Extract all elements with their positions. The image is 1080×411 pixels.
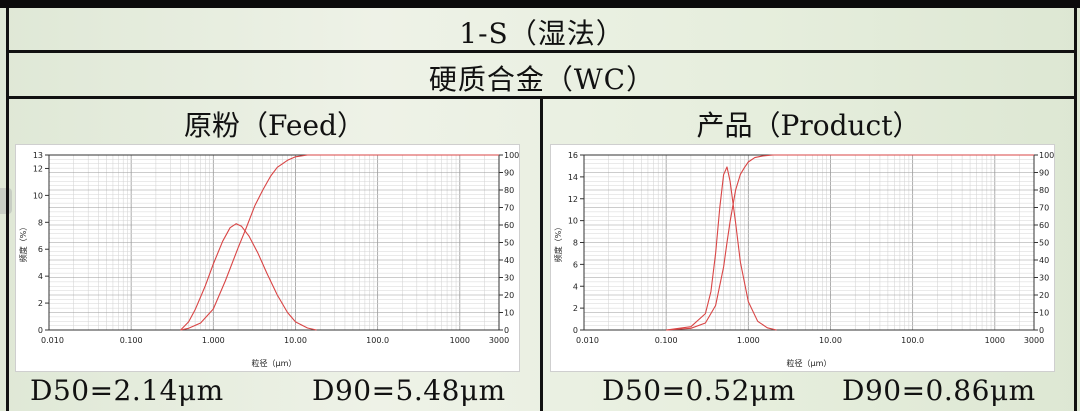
y2-tick-label: 100 xyxy=(1039,151,1054,160)
chart-product: 0 2 4 6 8 10 12 14 16 0 10 20 30 40 50 60 70 80 90 100 0.010… xyxy=(550,144,1064,372)
x-tick-label: 0.010 xyxy=(576,336,599,345)
y2-tick-label: 80 xyxy=(504,186,514,195)
chart-product-svg: 0 2 4 6 8 10 12 14 16 0 10 20 30 40 50 60 70 80 90 100 0.010… xyxy=(553,151,1064,368)
y-axis-title: 频度（%） xyxy=(553,223,563,263)
y2-tick-label: 0 xyxy=(504,326,509,335)
panel-title-feed: 原粉（Feed） xyxy=(184,109,365,142)
y-tick-label: 10 xyxy=(33,191,43,200)
frame-left xyxy=(6,8,9,411)
y2-tick-label: 60 xyxy=(1039,221,1049,230)
x-tick-label: 1000 xyxy=(985,336,1005,345)
x-tick-label: 100.0 xyxy=(366,336,389,345)
y2-tick-label: 40 xyxy=(1039,256,1049,265)
y2-tick-label: 20 xyxy=(1039,291,1049,300)
y-tick-label: 10 xyxy=(568,217,578,226)
y2-tick-label: 100 xyxy=(504,151,519,160)
y2-tick-label: 40 xyxy=(504,256,514,265)
y-tick-label: 2 xyxy=(38,299,43,308)
top-border xyxy=(0,0,1080,8)
y-tick-label: 6 xyxy=(38,245,43,254)
y2-tick-label: 50 xyxy=(504,239,514,248)
y-tick-label: 8 xyxy=(573,239,578,248)
frequency-curve xyxy=(180,223,317,331)
y-tick-label: 4 xyxy=(38,272,43,281)
y2-tick-label: 90 xyxy=(504,169,514,178)
product-d50: D50=0.52μm xyxy=(602,374,796,407)
y2-tick-label: 10 xyxy=(1039,309,1049,318)
x-tick-label: 1.000 xyxy=(737,336,760,345)
y2-tick-label: 60 xyxy=(504,221,514,230)
x-tick-label: 0.100 xyxy=(120,336,143,345)
header-line-1: 1-S（湿法） xyxy=(459,17,625,50)
y-tick-label: 13 xyxy=(33,151,43,160)
x-tick-label: 3000 xyxy=(489,336,509,345)
feed-d50: D50=2.14μm xyxy=(30,374,224,407)
cumulative-curve xyxy=(180,154,499,331)
y-tick-label: 0 xyxy=(38,326,43,335)
y-tick-label: 14 xyxy=(568,173,578,182)
x-axis-title: 粒径（μm） xyxy=(252,358,297,368)
y-tick-label: 12 xyxy=(568,195,578,204)
chart-feed: 0 2 4 6 8 10 12 13 0 10 20 30 40 50 60 70 80 90 100 0.010 0.… xyxy=(15,144,529,372)
cumulative-curve xyxy=(666,154,1034,331)
x-tick-label: 0.100 xyxy=(655,336,678,345)
y-tick-label: 6 xyxy=(573,260,578,269)
x-axis-title: 粒径（μm） xyxy=(787,358,832,368)
feed-d90: D90=5.48μm xyxy=(312,374,506,407)
header-line-2: 硬质合金（WC） xyxy=(428,63,656,96)
frame-right xyxy=(1074,8,1077,411)
y2-tick-label: 10 xyxy=(504,309,514,318)
y2-tick-label: 80 xyxy=(1039,186,1049,195)
x-tick-label: 3000 xyxy=(1024,336,1044,345)
column-divider xyxy=(540,96,543,411)
y-tick-label: 2 xyxy=(573,304,578,313)
y2-tick-label: 70 xyxy=(1039,204,1049,213)
panel-title-product: 产品（Product） xyxy=(696,109,921,142)
chart-feed-svg: 0 2 4 6 8 10 12 13 0 10 20 30 40 50 60 70 80 90 100 0.010 0.… xyxy=(18,151,529,368)
y2-tick-label: 50 xyxy=(1039,239,1049,248)
x-tick-label: 0.010 xyxy=(41,336,64,345)
y2-tick-label: 90 xyxy=(1039,169,1049,178)
y2-tick-label: 70 xyxy=(504,204,514,213)
y-tick-label: 4 xyxy=(573,282,578,291)
y-tick-label: 8 xyxy=(38,218,43,227)
y-tick-label: 0 xyxy=(573,326,578,335)
y2-tick-label: 0 xyxy=(1039,326,1044,335)
x-tick-label: 100.0 xyxy=(901,336,924,345)
x-tick-label: 10.00 xyxy=(819,336,842,345)
row-divider-1 xyxy=(6,50,1077,53)
x-tick-label: 10.00 xyxy=(284,336,307,345)
y-axis-title: 频度（%） xyxy=(18,223,28,263)
frequency-curve xyxy=(666,166,777,331)
y2-tick-label: 20 xyxy=(504,291,514,300)
y2-tick-label: 30 xyxy=(504,274,514,283)
y2-tick-label: 30 xyxy=(1039,274,1049,283)
x-tick-label: 1000 xyxy=(450,336,470,345)
y-tick-label: 16 xyxy=(568,151,578,160)
x-tick-label: 1.000 xyxy=(202,336,225,345)
y-tick-label: 12 xyxy=(33,164,43,173)
product-d90: D90=0.86μm xyxy=(842,374,1036,407)
